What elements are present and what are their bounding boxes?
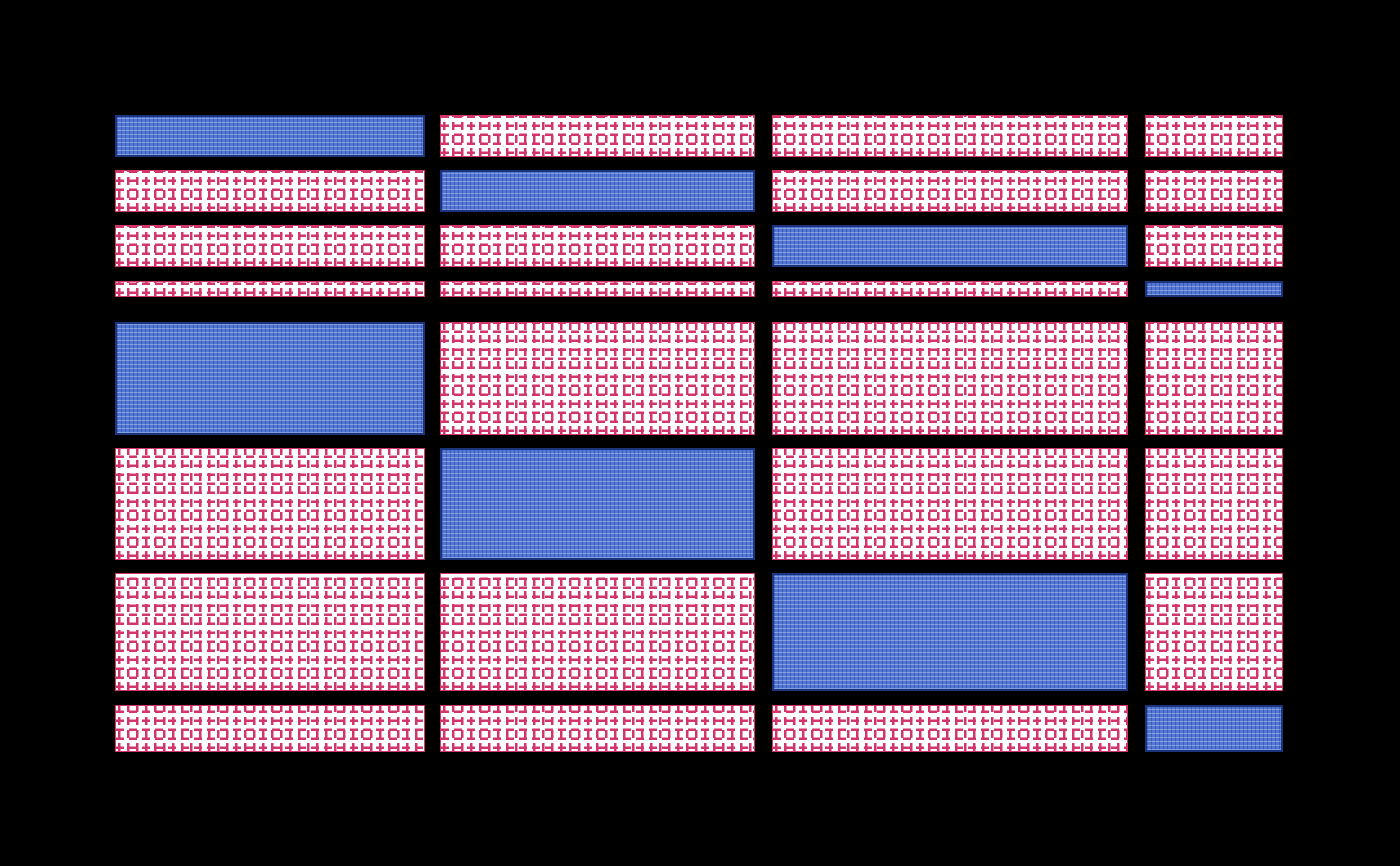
matrix-cell-r3-c1-hatched <box>115 225 425 267</box>
matrix-cell-r6-c1-hatched <box>115 448 425 560</box>
matrix-cell-r3-c3-highlighted <box>772 225 1128 267</box>
matrix-cell-r2-c4-hatched <box>1145 170 1283 212</box>
matrix-cell-r7-c1-hatched <box>115 573 425 691</box>
matrix-cell-r1-c3-hatched <box>772 115 1128 157</box>
matrix-cell-r4-c1-hatched <box>115 281 425 297</box>
matrix-cell-r6-c2-highlighted <box>440 448 755 560</box>
matrix-cell-r2-c2-highlighted <box>440 170 755 212</box>
matrix-cell-r5-c3-hatched <box>772 322 1128 435</box>
matrix-cell-r3-c4-hatched <box>1145 225 1283 267</box>
matrix-cell-r4-c4-highlighted <box>1145 281 1283 297</box>
matrix-cell-r6-c4-hatched <box>1145 448 1283 560</box>
matrix-cell-r5-c2-hatched <box>440 322 755 435</box>
matrix-cell-r2-c1-hatched <box>115 170 425 212</box>
matrix-cell-r5-c1-highlighted <box>115 322 425 435</box>
matrix-cell-r8-c1-hatched <box>115 705 425 752</box>
matrix-cell-r8-c2-hatched <box>440 705 755 752</box>
matrix-cell-r8-c4-highlighted <box>1145 705 1283 752</box>
matrix-cell-r7-c4-hatched <box>1145 573 1283 691</box>
matrix-cell-r7-c3-highlighted <box>772 573 1128 691</box>
matrix-cell-r1-c1-highlighted <box>115 115 425 157</box>
matrix-cell-r8-c3-hatched <box>772 705 1128 752</box>
matrix-cell-r3-c2-hatched <box>440 225 755 267</box>
matrix-cell-r7-c2-hatched <box>440 573 755 691</box>
matrix-cell-r1-c2-hatched <box>440 115 755 157</box>
matrix-cell-r2-c3-hatched <box>772 170 1128 212</box>
matrix-cell-r4-c2-hatched <box>440 281 755 297</box>
matrix-cell-r1-c4-hatched <box>1145 115 1283 157</box>
matrix-cell-r5-c4-hatched <box>1145 322 1283 435</box>
matrix-cell-r4-c3-hatched <box>772 281 1128 297</box>
matrix-cell-r6-c3-hatched <box>772 448 1128 560</box>
